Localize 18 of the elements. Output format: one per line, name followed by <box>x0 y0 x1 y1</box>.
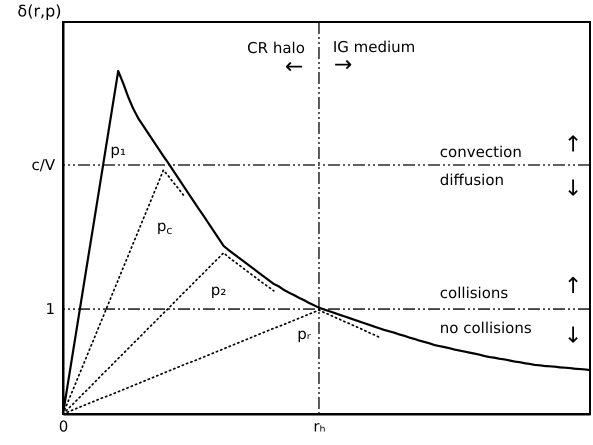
text: CR halo <box>247 38 305 57</box>
series-label: p₁ <box>110 140 126 159</box>
text: c/V <box>32 156 56 174</box>
x-tick-label: rₕ <box>313 418 326 436</box>
annotation: ↑ <box>564 132 582 158</box>
annotation: ↑ <box>564 274 582 300</box>
annotation: convection <box>440 143 522 162</box>
annotation: collisions <box>440 284 508 302</box>
annotation: ↓ <box>564 176 582 202</box>
x-tick-label: 0 <box>58 418 68 436</box>
series-label: pᵣ <box>297 324 311 343</box>
annotation: diffusion <box>440 170 504 189</box>
annotation: ← <box>284 54 304 80</box>
text: 1 <box>46 300 56 318</box>
annotation: ↓ <box>564 324 582 349</box>
series-label: p₂ <box>210 280 226 299</box>
y-axis-title: δ(r,p) <box>17 2 62 20</box>
annotation: no collisions <box>440 319 532 338</box>
